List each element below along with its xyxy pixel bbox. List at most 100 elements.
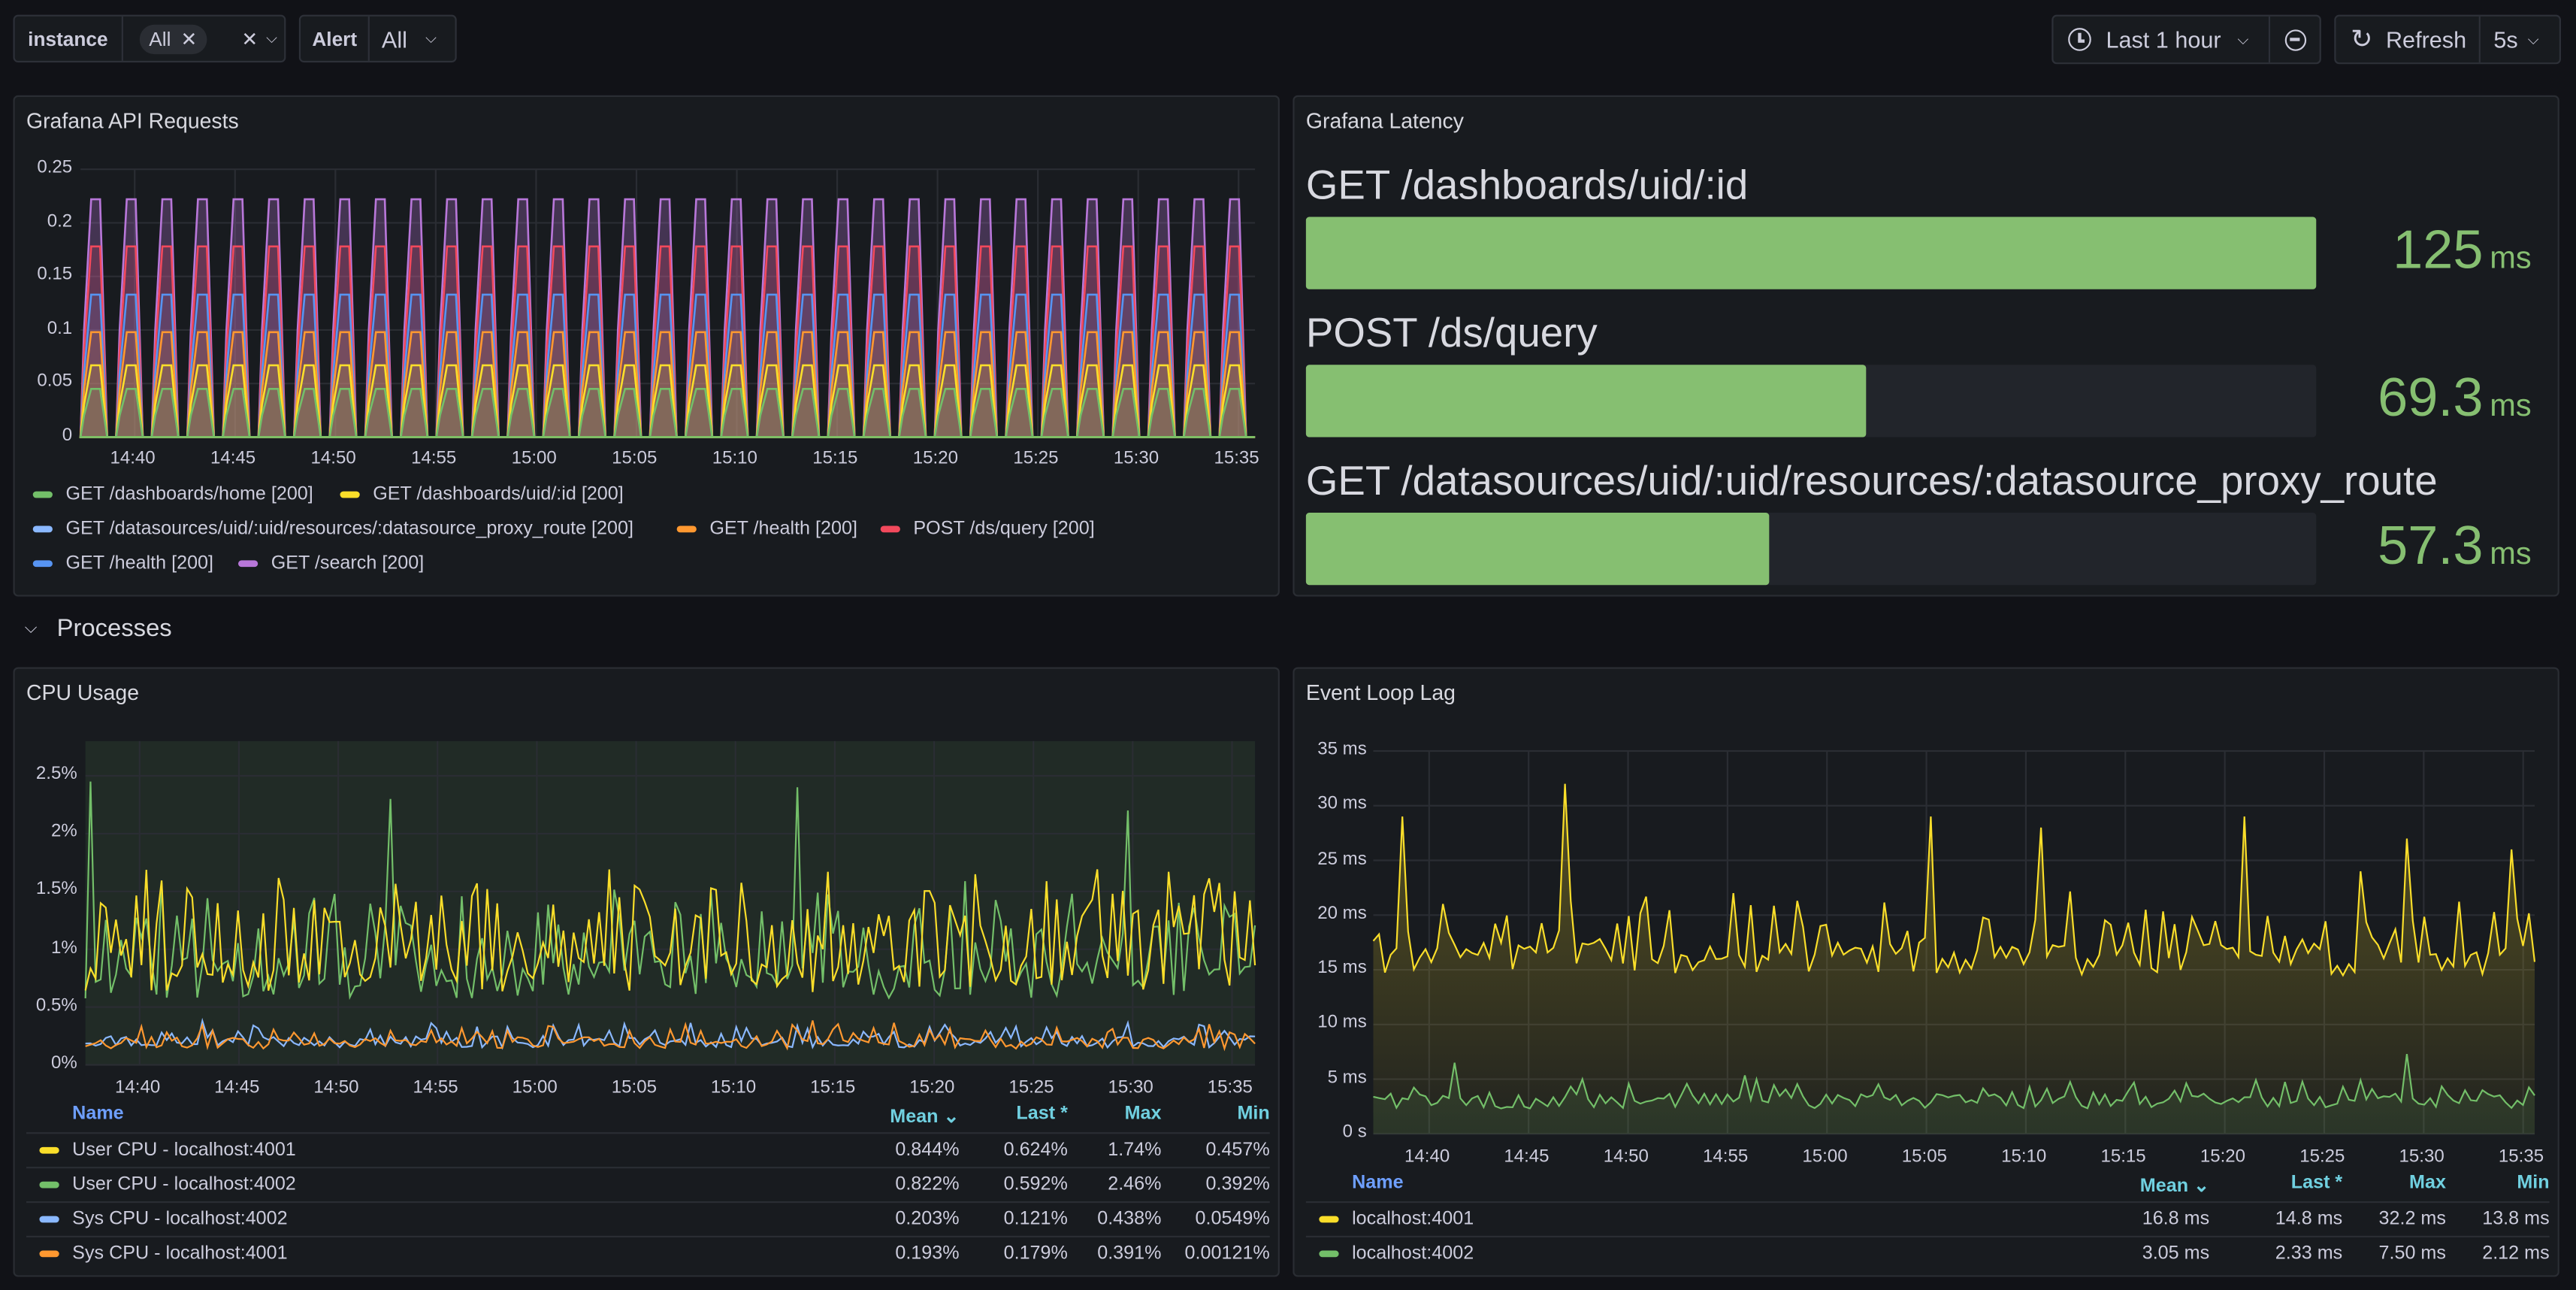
- alert-variable-label: Alert: [301, 16, 370, 61]
- legend-table: Name Mean ⌄ Last * Max Min User CPU - localho…: [26, 1103, 1270, 1273]
- latency-unit: ms: [2490, 537, 2532, 572]
- legend-label: GET /datasources/uid/:uid/resources/:dat…: [65, 519, 633, 540]
- y-tick-label: 2.5%: [35, 764, 77, 784]
- instance-variable[interactable]: instance All ✕ ✕ ⌵: [13, 14, 286, 63]
- refresh-interval-select[interactable]: 5s ⌵: [2478, 16, 2561, 63]
- series-swatch: [39, 1216, 59, 1223]
- cell-min: 0.0549%: [1195, 1209, 1270, 1230]
- clear-icon[interactable]: ✕: [241, 27, 259, 50]
- refresh-interval-value: 5s: [2493, 26, 2518, 53]
- latency-label: POST /ds/query: [1305, 310, 1598, 357]
- column-header-min[interactable]: Min: [2517, 1173, 2550, 1194]
- instance-chip[interactable]: All ✕: [139, 23, 207, 54]
- lag-series-4002: [1373, 1053, 2535, 1110]
- cell-max: 1.74%: [1108, 1140, 1162, 1161]
- panel-title: Grafana Latency: [1305, 108, 1464, 134]
- latency-label: GET /datasources/uid/:uid/resources/:dat…: [1305, 458, 2438, 505]
- x-tick-label: 15:30: [1113, 448, 1160, 469]
- table-row[interactable]: User CPU - localhost:4001 0.844% 0.624% 1.7…: [26, 1132, 1270, 1167]
- x-tick-label: 15:30: [1108, 1078, 1153, 1098]
- legend-item[interactable]: GET /dashboards/home [200]: [32, 485, 313, 504]
- y-tick-label: 0.15: [37, 265, 73, 285]
- refresh-picker[interactable]: ↻ Refresh 5s ⌵: [2334, 14, 2561, 65]
- x-tick-label: 14:50: [1603, 1146, 1649, 1167]
- table-row[interactable]: localhost:4002 3.05 ms 2.33 ms 7.50 ms 2.12 …: [1305, 1235, 2550, 1270]
- chevron-down-icon[interactable]: ⌵: [24, 619, 38, 638]
- legend-label: GET /dashboards/uid/:id [200]: [373, 484, 624, 505]
- y-tick-label: 0: [62, 425, 73, 446]
- refresh-button-label[interactable]: Refresh: [2385, 26, 2467, 53]
- cpu-usage-chart[interactable]: [15, 669, 1281, 1104]
- row-title: Processes: [56, 614, 172, 643]
- panel-title: CPU Usage: [26, 680, 140, 705]
- y-tick-label: 25 ms: [1317, 849, 1367, 869]
- cell-max: 32.2 ms: [2378, 1209, 2446, 1230]
- x-tick-label: 15:20: [909, 1078, 955, 1098]
- legend-item[interactable]: POST /ds/query [200]: [880, 519, 1095, 539]
- series-1: [79, 245, 1256, 438]
- series-5: [79, 388, 1256, 438]
- cpu-series-1: [84, 869, 1256, 992]
- legend-swatch: [32, 491, 53, 498]
- chip-remove-icon[interactable]: ✕: [180, 27, 198, 50]
- cell-mean: 0.203%: [895, 1209, 960, 1230]
- cell-min: 0.392%: [1205, 1174, 1270, 1195]
- cell-last: 0.592%: [1003, 1174, 1068, 1195]
- legend-item[interactable]: GET /dashboards/uid/:id [200]: [340, 485, 624, 504]
- row-processes[interactable]: ⌵ Processes: [25, 615, 172, 643]
- x-tick-label: 15:05: [1901, 1146, 1947, 1167]
- latency-number: 57.3: [2378, 514, 2484, 576]
- column-header-last[interactable]: Last *: [2290, 1173, 2343, 1194]
- legend-item[interactable]: GET /search [200]: [237, 554, 424, 574]
- cell-mean: 3.05 ms: [2142, 1243, 2210, 1264]
- x-tick-label: 14:55: [411, 448, 457, 469]
- table-row[interactable]: localhost:4001 16.8 ms 14.8 ms 32.2 ms 13.8 …: [1305, 1201, 2550, 1236]
- column-header-mean[interactable]: Mean ⌄: [2139, 1176, 2210, 1197]
- api-requests-chart[interactable]: [15, 97, 1281, 598]
- chevron-down-icon[interactable]: ⌵: [2237, 30, 2249, 47]
- latency-value: 69.3 ms: [2378, 366, 2532, 428]
- column-header-max[interactable]: Max: [1124, 1104, 1162, 1125]
- lag-area-2: [1373, 1054, 2535, 1134]
- x-tick-label: 15:35: [2498, 1146, 2544, 1167]
- column-header-min[interactable]: Min: [1237, 1104, 1270, 1125]
- series-name: User CPU - localhost:4001: [72, 1140, 296, 1161]
- alert-variable[interactable]: Alert All ⌵: [298, 14, 457, 63]
- y-tick-label: 0.25: [37, 157, 73, 178]
- column-header-max[interactable]: Max: [2409, 1173, 2446, 1194]
- event-loop-lag-chart[interactable]: [1295, 669, 2561, 1170]
- cell-mean: 16.8 ms: [2142, 1209, 2210, 1230]
- cell-last: 0.179%: [1003, 1243, 1068, 1264]
- chevron-down-icon[interactable]: ⌵: [266, 29, 278, 47]
- y-tick-label: 1%: [50, 937, 77, 958]
- legend-item[interactable]: GET /health [200]: [32, 554, 213, 574]
- legend-item[interactable]: GET /datasources/uid/:uid/resources/:dat…: [32, 519, 633, 540]
- x-tick-label: 15:35: [1207, 1078, 1253, 1098]
- panel-cpu-usage: CPU Usage 2.5% 2% 1.5% 1% 0.5% 0% 14:40 14:45 1…: [13, 667, 1281, 1277]
- latency-value: 57.3 ms: [2378, 514, 2532, 577]
- x-tick-label: 15:05: [612, 448, 658, 469]
- x-tick-label: 15:15: [2100, 1146, 2146, 1167]
- panel-title: Event Loop Lag: [1305, 680, 1456, 705]
- instance-chip-label: All: [149, 27, 171, 50]
- x-tick-label: 15:35: [1214, 448, 1259, 469]
- refresh-icon[interactable]: ↻: [2351, 26, 2373, 55]
- chevron-down-icon[interactable]: ⌵: [425, 29, 437, 47]
- table-row[interactable]: Sys CPU - localhost:4001 0.193% 0.179% 0.39…: [26, 1235, 1270, 1270]
- x-tick-label: 15:25: [2299, 1146, 2345, 1167]
- zoom-out-button[interactable]: [2268, 16, 2321, 63]
- latency-bar-fill: [1305, 365, 1866, 438]
- instance-variable-label: instance: [15, 16, 123, 61]
- table-row[interactable]: User CPU - localhost:4002 0.822% 0.592% 2.4…: [26, 1167, 1270, 1201]
- column-header-last[interactable]: Last *: [1016, 1104, 1068, 1125]
- grid: [80, 168, 1256, 438]
- table-row[interactable]: Sys CPU - localhost:4002 0.203% 0.121% 0.43…: [26, 1201, 1270, 1236]
- y-tick-label: 0.1: [47, 318, 73, 338]
- legend-item[interactable]: GET /health [200]: [676, 519, 857, 539]
- clock-icon: [2068, 28, 2091, 51]
- time-picker[interactable]: Last 1 hour ⌵: [2051, 14, 2321, 65]
- column-header-mean[interactable]: Mean ⌄: [890, 1107, 960, 1128]
- cell-max: 2.46%: [1108, 1174, 1162, 1195]
- y-tick-label: 10 ms: [1317, 1013, 1367, 1033]
- latency-bar-fill: [1305, 513, 1769, 586]
